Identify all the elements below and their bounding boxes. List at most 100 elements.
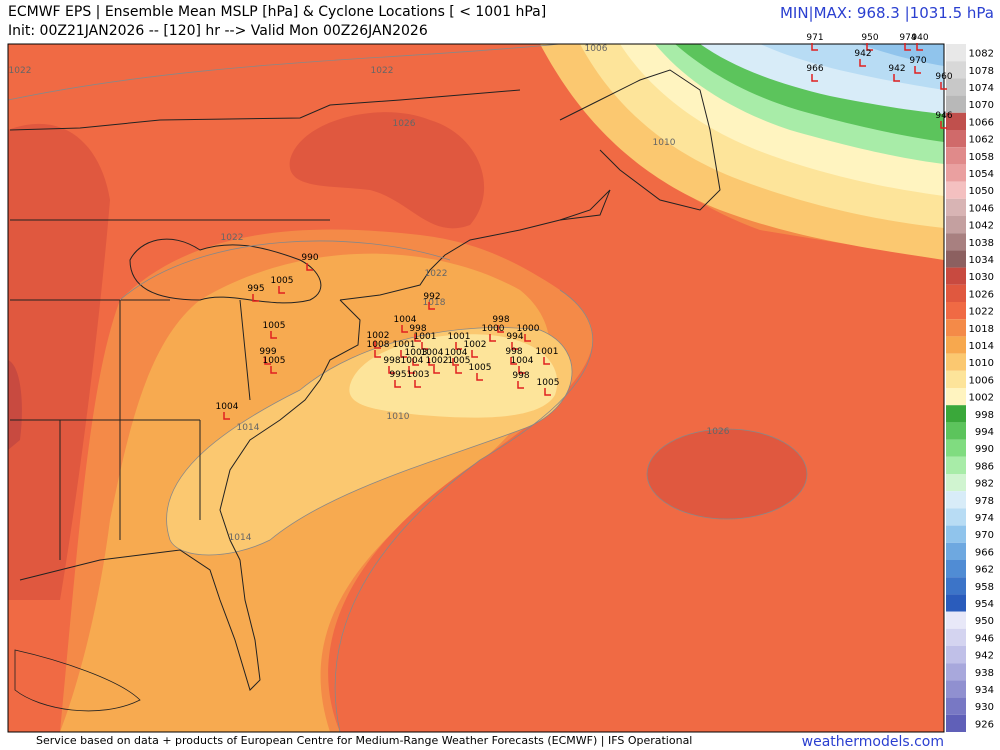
cyclone-label: 950 — [861, 33, 878, 43]
colorbar-swatch — [946, 319, 966, 337]
cyclone-label: 960 — [935, 72, 952, 82]
colorbar-swatch — [946, 44, 966, 62]
brand: weathermodels.com — [802, 734, 944, 750]
colorbar-swatch — [946, 594, 966, 612]
colorbar-label: 938 — [975, 668, 994, 679]
colorbar-label: 930 — [975, 702, 994, 713]
colorbar-swatch — [946, 267, 966, 285]
cyclone-label: 992 — [423, 292, 440, 302]
colorbar-swatch — [946, 456, 966, 474]
cyclone-label: 998 — [409, 324, 426, 334]
colorbar-label: 1078 — [969, 66, 994, 77]
colorbar-swatch — [946, 61, 966, 79]
cyclone-label: 995 — [389, 370, 406, 380]
cyclone-marker — [414, 334, 421, 342]
colorbar-label: 958 — [975, 582, 994, 593]
cyclone-label: 1001 — [393, 340, 416, 350]
cyclone-marker — [517, 381, 524, 389]
field-1022 — [8, 44, 944, 732]
colorbar-swatch — [946, 405, 966, 423]
cyclone-marker — [428, 302, 435, 310]
colorbar-label: 942 — [975, 651, 994, 662]
colorbar-swatch — [946, 646, 966, 664]
colorbar-swatch — [946, 542, 966, 560]
cyclone-label: 1002 — [367, 331, 390, 341]
cyclone-label: 1004 — [401, 356, 424, 366]
colorbar-label: 978 — [975, 496, 994, 507]
cuba — [14, 649, 141, 712]
cyclone-marker — [511, 342, 518, 350]
colorbar-label: 1082 — [969, 49, 994, 60]
colorbar-label: 954 — [975, 599, 994, 610]
contour-label: 1014 — [237, 423, 260, 433]
coastline — [9, 69, 721, 691]
colorbar-swatch — [946, 147, 966, 165]
colorbar-swatch — [946, 474, 966, 492]
cyclone-label: 998 — [383, 356, 400, 366]
colorbar-swatch — [946, 164, 966, 182]
colorbar-swatch — [946, 525, 966, 543]
title: ECMWF EPS | Ensemble Mean MSLP [hPa] & C… — [8, 4, 546, 20]
colorbar-label: 1030 — [969, 272, 994, 283]
colorbar-label: 986 — [975, 461, 994, 472]
field-1026-west — [8, 123, 110, 600]
colorbar-swatch — [946, 611, 966, 629]
colorbar-label: 1054 — [969, 169, 994, 180]
colorbar-swatch — [946, 78, 966, 96]
field-1026-atlantic — [646, 428, 808, 520]
colorbar-label: 998 — [975, 410, 994, 421]
cyclone-marker — [811, 43, 818, 51]
cyclone-label: 990 — [301, 253, 318, 263]
contour-label: 1022 — [9, 66, 32, 76]
cyclone-marker — [433, 366, 440, 374]
cyclone-label: 1008 — [367, 340, 390, 350]
contour-label: 1018 — [423, 298, 446, 308]
cyclone-marker — [916, 43, 923, 51]
colorbar-swatch — [946, 130, 966, 148]
colorbar-swatch — [946, 181, 966, 199]
field-1030 — [8, 360, 22, 450]
cyclone-marker — [497, 325, 504, 333]
colorbar-label: 1038 — [969, 238, 994, 249]
colorbar-label: 982 — [975, 479, 994, 490]
cyclone-marker — [223, 412, 230, 420]
contour-label: 1022 — [425, 269, 448, 279]
colorbar-label: 1050 — [969, 186, 994, 197]
cyclone-label: 1004 — [394, 315, 417, 325]
colorbar-swatch — [946, 577, 966, 595]
cyclone-label: 1004 — [421, 348, 444, 358]
cyclone-marker — [252, 294, 259, 302]
colorbar-label: 1042 — [969, 221, 994, 232]
cyclone-marker — [893, 74, 900, 82]
colorbar-label: 1018 — [969, 324, 994, 335]
cyclone-label: 1005 — [263, 321, 286, 331]
cyclone-label: 1004 — [511, 356, 534, 366]
cyclone-marker — [306, 263, 313, 271]
colorbar-swatch — [946, 508, 966, 526]
cyclone-marker — [489, 334, 496, 342]
cyclone-label: 1005 — [537, 378, 560, 388]
colorbar-swatch — [946, 439, 966, 457]
contour-label: 1010 — [387, 412, 410, 422]
cyclone-marker — [421, 342, 428, 350]
cyclone-marker — [455, 342, 462, 350]
cyclone-marker — [401, 325, 408, 333]
colorbar-swatch — [946, 388, 966, 406]
colorbar-swatch — [946, 491, 966, 509]
cyclone-marker — [914, 66, 921, 74]
colorbar-label: 1070 — [969, 100, 994, 111]
colorbar-swatch — [946, 714, 966, 732]
cyclone-label: 1003 — [407, 370, 430, 380]
cyclone-label: 942 — [888, 64, 905, 74]
cyclone-marker — [452, 358, 459, 366]
colorbar-label: 946 — [975, 633, 994, 644]
colorbar-label: 990 — [975, 444, 994, 455]
cyclone-marker — [374, 341, 381, 349]
colorbar-label: 926 — [975, 719, 994, 730]
cyclone-marker — [270, 331, 277, 339]
cyclone-label: 999 — [259, 347, 276, 357]
cyclone-label: 974 — [899, 33, 916, 43]
cyclone-marker — [866, 43, 873, 51]
cyclone-label: 1001 — [414, 332, 437, 342]
colorbar-swatch — [946, 370, 966, 388]
